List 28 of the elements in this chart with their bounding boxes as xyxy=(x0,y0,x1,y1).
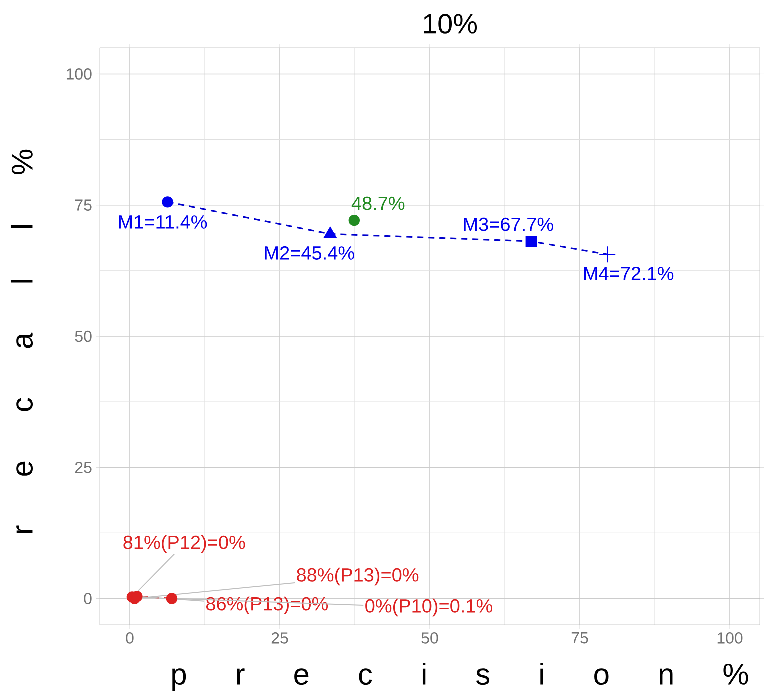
annotation: M3=67.7% xyxy=(464,218,554,232)
point xyxy=(526,236,538,248)
annotation: M1=11.4% xyxy=(119,216,208,229)
annotation: 88%(P13)=0% xyxy=(297,568,419,586)
point xyxy=(324,227,337,238)
annotation: 81%(P12)=0% xyxy=(124,535,246,554)
point xyxy=(348,214,360,226)
y-axis-title: r e c a l l % xyxy=(10,150,34,534)
annotation: 86%(P13)=0% xyxy=(206,596,328,615)
annotation: 48.7% xyxy=(352,196,405,210)
point xyxy=(599,246,616,264)
x-axis-title: p r e c i s i o n % xyxy=(172,663,748,691)
y-tick-label: 50 xyxy=(75,330,92,342)
chart-title: 10% xyxy=(424,14,478,34)
point xyxy=(162,196,174,208)
y-tick-label: 0 xyxy=(84,593,92,604)
annotation: M2=45.4% xyxy=(265,246,354,260)
x-tick-label: 0 xyxy=(126,632,134,644)
y-tick-label: 25 xyxy=(75,462,92,474)
y-tick-label: 75 xyxy=(75,200,92,211)
annotation: 0%(P10)=0.1% xyxy=(366,598,492,617)
x-tick-label: 100 xyxy=(718,632,743,644)
x-tick-label: 25 xyxy=(272,632,288,644)
y-tick-label: 100 xyxy=(66,68,92,80)
x-tick-label: 50 xyxy=(422,632,438,644)
x-tick-label: 75 xyxy=(572,632,588,644)
annotation: M4=72.1% xyxy=(584,266,674,280)
point xyxy=(166,593,178,604)
